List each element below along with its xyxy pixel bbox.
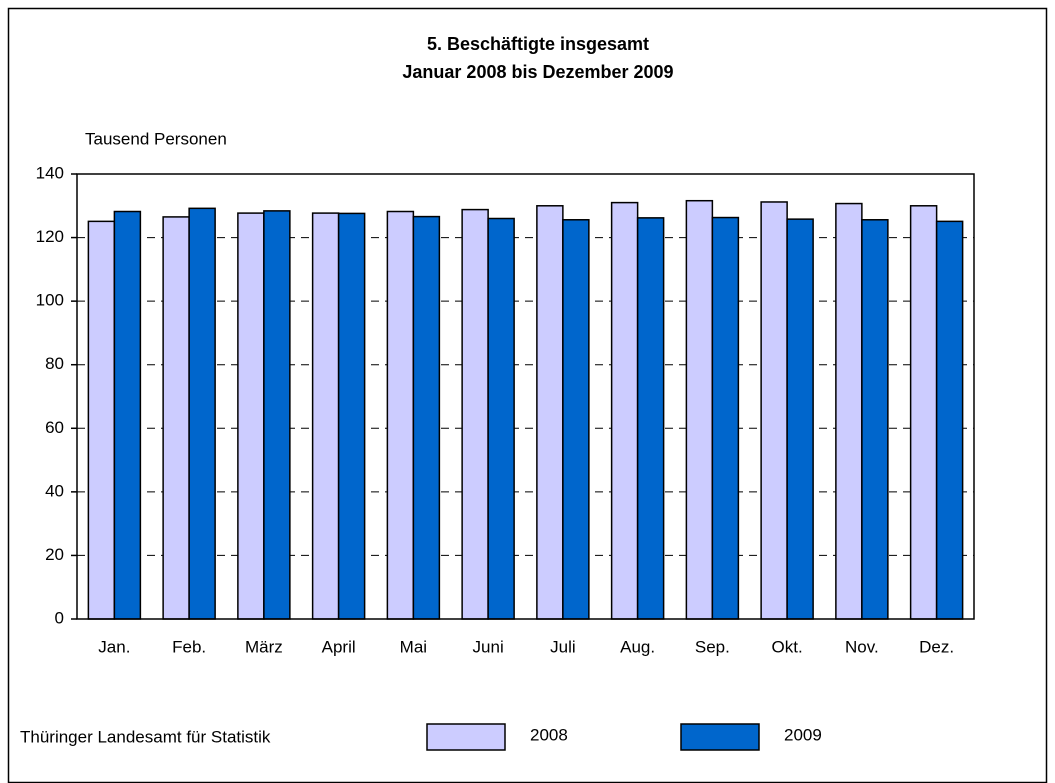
bar <box>337 212 366 620</box>
bar <box>87 220 116 620</box>
bar <box>162 216 190 620</box>
source-note: Thüringer Landesamt für Statistik <box>20 727 271 746</box>
legend-label: 2008 <box>530 725 568 744</box>
bar <box>835 202 863 620</box>
y-tick-label: 20 <box>45 545 64 564</box>
bar <box>685 199 714 620</box>
bar <box>636 217 665 620</box>
x-tick-label: Dez. <box>919 637 954 656</box>
bar <box>461 208 489 620</box>
bar <box>861 219 889 620</box>
bar <box>935 220 964 620</box>
x-tick-label: Nov. <box>845 637 879 656</box>
legend-swatch <box>680 723 760 751</box>
y-tick-label: 80 <box>45 354 64 373</box>
x-tick-label: Juni <box>473 637 504 656</box>
x-tick-label: Jan. <box>98 637 130 656</box>
bar <box>610 201 639 620</box>
y-tick-label: 0 <box>55 608 64 627</box>
bar <box>188 207 216 620</box>
x-tick-label: Okt. <box>772 637 803 656</box>
y-axis-label: Tausend Personen <box>85 129 227 148</box>
plot-frame <box>76 173 975 620</box>
y-tick-label: 40 <box>45 481 64 500</box>
x-tick-label: März <box>245 637 283 656</box>
bar <box>412 215 441 620</box>
x-tick-label: Mai <box>400 637 427 656</box>
x-tick-label: April <box>322 637 356 656</box>
y-tick-label: 140 <box>36 163 64 182</box>
chart-subtitle: Januar 2008 bis Dezember 2009 <box>402 62 673 82</box>
y-tick-label: 120 <box>36 227 64 246</box>
bar <box>237 212 265 620</box>
x-tick-label: Juli <box>550 637 576 656</box>
x-tick-label: Sep. <box>695 637 730 656</box>
bar <box>909 205 938 620</box>
bar <box>113 210 142 620</box>
bar <box>263 210 291 620</box>
y-tick-label: 60 <box>45 418 64 437</box>
bar <box>711 216 740 620</box>
legend-swatch <box>426 723 506 751</box>
y-tick-label: 100 <box>36 291 64 310</box>
bar <box>386 210 415 620</box>
bar <box>562 219 590 620</box>
bar <box>311 212 340 620</box>
x-tick-label: Feb. <box>172 637 206 656</box>
bar <box>536 205 564 620</box>
bar <box>487 217 515 620</box>
chart-title: 5. Beschäftigte insgesamt <box>427 34 649 54</box>
x-tick-label: Aug. <box>620 637 655 656</box>
bar <box>786 218 814 620</box>
legend-label: 2009 <box>784 725 822 744</box>
bar <box>760 201 788 620</box>
